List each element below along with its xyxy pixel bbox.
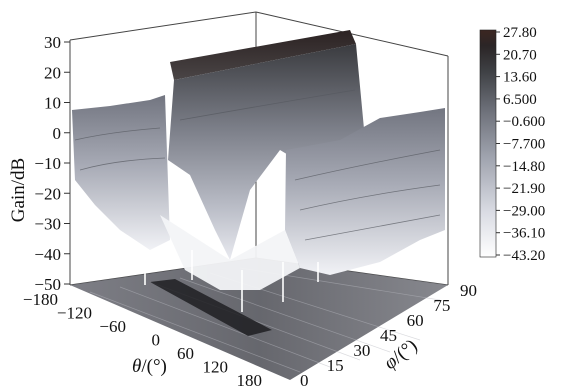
- colorbar-tick-label: −36.10: [503, 226, 545, 242]
- y-tick-label: 0: [300, 371, 309, 390]
- z-tick-label: −50: [34, 275, 61, 294]
- x-tick-label: 120: [203, 358, 229, 377]
- left-sidelobe-surface: [72, 95, 170, 250]
- main-beam-face: [168, 44, 366, 260]
- x-tick-label: 60: [177, 344, 194, 363]
- colorbar-tick-label: −21.90: [503, 181, 545, 197]
- y-tick-label: 30: [353, 341, 370, 360]
- floor-dark-band: [150, 279, 272, 336]
- colorbar-tick-label: −0.600: [503, 114, 545, 130]
- y-tick-label: 90: [460, 281, 477, 300]
- surface-contours: [74, 89, 441, 241]
- null-spikes: [144, 250, 319, 312]
- colorbar-tick-label: −14.80: [503, 159, 545, 175]
- y-tick-label: 75: [433, 296, 450, 315]
- y-tick-label: 60: [407, 311, 424, 330]
- x-tick-label: −180: [23, 290, 58, 309]
- colorbar-tick-label: −7.700: [503, 137, 545, 153]
- x-tick-label: −120: [57, 304, 92, 323]
- main-beam-top: [170, 30, 356, 80]
- z-axis-ticks: 30 20 10 0 −10 −20 −30 −40 −50: [34, 33, 70, 294]
- y-axis-ticks: 0 15 30 45 60 75 90: [300, 281, 477, 390]
- z-tick-label: −10: [34, 154, 61, 173]
- z-tick-label: 0: [53, 124, 62, 143]
- z-tick-label: 20: [44, 63, 61, 82]
- colorbar-tick-label: 27.80: [503, 25, 537, 41]
- x-axis-ticks: −180−120 −60 0 60 120 180: [23, 290, 262, 390]
- colorbar: [479, 29, 497, 258]
- x-tick-label: −60: [99, 317, 126, 336]
- x-axis-unit: /(°): [141, 356, 167, 377]
- colorbar-tick-label: 6.500: [503, 92, 537, 108]
- x-axis-symbol: θ: [132, 356, 141, 377]
- colorbar-tick-label: −29.00: [503, 203, 545, 219]
- y-tick-label: 15: [327, 356, 344, 375]
- y-tick-label: 45: [380, 326, 397, 345]
- z-tick-label: −20: [34, 184, 61, 203]
- z-tick-label: −30: [34, 215, 61, 234]
- colorbar-tick-label: 20.70: [503, 47, 537, 63]
- x-axis-label: θ/(°): [132, 356, 167, 377]
- colorbar-tick-label: 13.60: [503, 70, 537, 86]
- z-tick-label: −40: [34, 245, 61, 264]
- x-tick-label: 0: [152, 331, 161, 350]
- z-tick-label: 10: [44, 94, 61, 113]
- colorbar-ticks: 27.80 20.70 13.60 6.500 −0.600 −7.700 −14.80 −2…: [496, 25, 545, 264]
- z-axis-label: Gain/dB: [8, 158, 29, 222]
- right-sidelobe-surface: [285, 108, 445, 275]
- z-tick-label: 30: [44, 33, 61, 52]
- null-region: [160, 215, 300, 290]
- x-tick-label: 180: [237, 371, 263, 390]
- colorbar-tick-label: −43.20: [503, 248, 545, 264]
